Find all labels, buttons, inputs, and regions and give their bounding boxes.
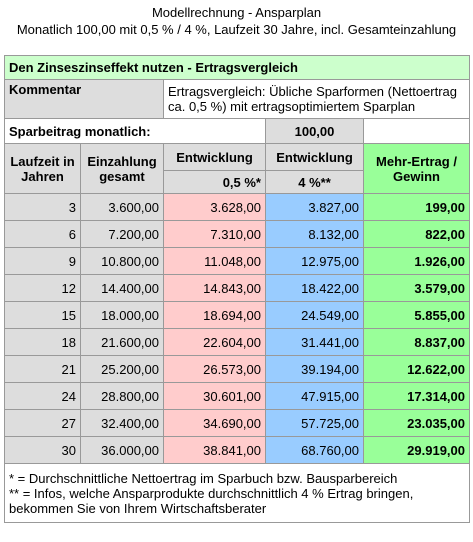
- table-cell: 23.035,00: [363, 409, 470, 437]
- col-header: Einzahlung gesamt: [80, 143, 164, 194]
- sub-header: 0,5 %*: [163, 170, 266, 194]
- section-title: Den Zinseszinseffekt nutzen - Ertragsver…: [4, 55, 470, 80]
- table-cell: 30: [4, 436, 81, 464]
- comment-text: Ertragsvergleich: Übliche Sparformen (Ne…: [163, 79, 470, 119]
- table-cell: 12: [4, 274, 81, 302]
- table-cell: 21: [4, 355, 81, 383]
- col-header: Laufzeit in Jahren: [4, 143, 81, 194]
- table-cell: 24.549,00: [265, 301, 364, 329]
- table-cell: 57.725,00: [265, 409, 364, 437]
- rate-value: 100,00: [265, 118, 364, 144]
- col-header: Mehr-Ertrag / Gewinn: [363, 143, 470, 194]
- table-row: 9 10.800,00 11.048,00 12.975,00 1.926,00: [4, 247, 470, 275]
- table-cell: 34.690,00: [163, 409, 266, 437]
- table-cell: 6: [4, 220, 81, 248]
- footnote: ** = Infos, welche Ansparprodukte durchs…: [9, 485, 414, 516]
- table-cell: 14.843,00: [163, 274, 266, 302]
- table-cell: 22.604,00: [163, 328, 266, 356]
- table: Den Zinseszinseffekt nutzen - Ertragsver…: [4, 55, 470, 523]
- table-cell: 36.000,00: [80, 436, 164, 464]
- table-cell: 21.600,00: [80, 328, 164, 356]
- table-cell: 18.422,00: [265, 274, 364, 302]
- table-cell: 31.441,00: [265, 328, 364, 356]
- table-cell: 9: [4, 247, 81, 275]
- table-cell: 7.310,00: [163, 220, 266, 248]
- table-cell: 17.314,00: [363, 382, 470, 410]
- table-row: 27 32.400,00 34.690,00 57.725,00 23.035,00: [4, 409, 470, 437]
- table-cell: 32.400,00: [80, 409, 164, 437]
- table-cell: 27: [4, 409, 81, 437]
- table-cell: 25.200,00: [80, 355, 164, 383]
- table-row: 3 3.600,00 3.628,00 3.827,00 199,00: [4, 193, 470, 221]
- table-cell: 15: [4, 301, 81, 329]
- table-row: 18 21.600,00 22.604,00 31.441,00 8.837,00: [4, 328, 470, 356]
- footnote: * = Durchschnittliche Nettoertrag im Spa…: [9, 470, 398, 486]
- table-cell: 68.760,00: [265, 436, 364, 464]
- header: Modellrechnung - Ansparplan Monatlich 10…: [0, 0, 473, 51]
- table-cell: 12.975,00: [265, 247, 364, 275]
- col-header: Entwicklung: [163, 143, 266, 171]
- table-row: 24 28.800,00 30.601,00 47.915,00 17.314,00: [4, 382, 470, 410]
- table-cell: 3.628,00: [163, 193, 266, 221]
- table-cell: 18: [4, 328, 81, 356]
- table-cell: 3.579,00: [363, 274, 470, 302]
- table-cell: 3: [4, 193, 81, 221]
- table-cell: 38.841,00: [163, 436, 266, 464]
- rate-label: Sparbeitrag monatlich:: [4, 118, 266, 144]
- table-cell: 39.194,00: [265, 355, 364, 383]
- sub-header: 4 %**: [265, 170, 364, 194]
- comment-label: Kommentar: [4, 79, 164, 119]
- table-cell: 18.694,00: [163, 301, 266, 329]
- table-cell: 822,00: [363, 220, 470, 248]
- table-row: 6 7.200,00 7.310,00 8.132,00 822,00: [4, 220, 470, 248]
- table-cell: 26.573,00: [163, 355, 266, 383]
- table-cell: 10.800,00: [80, 247, 164, 275]
- title: Modellrechnung - Ansparplan: [151, 5, 322, 20]
- table-row: 15 18.000,00 18.694,00 24.549,00 5.855,00: [4, 301, 470, 329]
- table-cell: 8.837,00: [363, 328, 470, 356]
- table-row: 21 25.200,00 26.573,00 39.194,00 12.622,00: [4, 355, 470, 383]
- table-cell: 47.915,00: [265, 382, 364, 410]
- table-cell: 3.827,00: [265, 193, 364, 221]
- table-cell: 18.000,00: [80, 301, 164, 329]
- table-cell: 24: [4, 382, 81, 410]
- table-cell: 1.926,00: [363, 247, 470, 275]
- table-cell: 12.622,00: [363, 355, 470, 383]
- table-cell: 11.048,00: [163, 247, 266, 275]
- table-cell: 3.600,00: [80, 193, 164, 221]
- col-header: Entwicklung: [265, 143, 364, 171]
- table-cell: 199,00: [363, 193, 470, 221]
- table-cell: 28.800,00: [80, 382, 164, 410]
- footnotes: * = Durchschnittliche Nettoertrag im Spa…: [4, 463, 470, 523]
- table-cell: 5.855,00: [363, 301, 470, 329]
- table-row: 12 14.400,00 14.843,00 18.422,00 3.579,00: [4, 274, 470, 302]
- table-cell: 30.601,00: [163, 382, 266, 410]
- table-cell: 14.400,00: [80, 274, 164, 302]
- table-cell: 29.919,00: [363, 436, 470, 464]
- table-cell: 7.200,00: [80, 220, 164, 248]
- table-cell: 8.132,00: [265, 220, 364, 248]
- subtitle: Monatlich 100,00 mit 0,5 % / 4 %, Laufze…: [16, 22, 457, 37]
- table-row: 30 36.000,00 38.841,00 68.760,00 29.919,00: [4, 436, 470, 464]
